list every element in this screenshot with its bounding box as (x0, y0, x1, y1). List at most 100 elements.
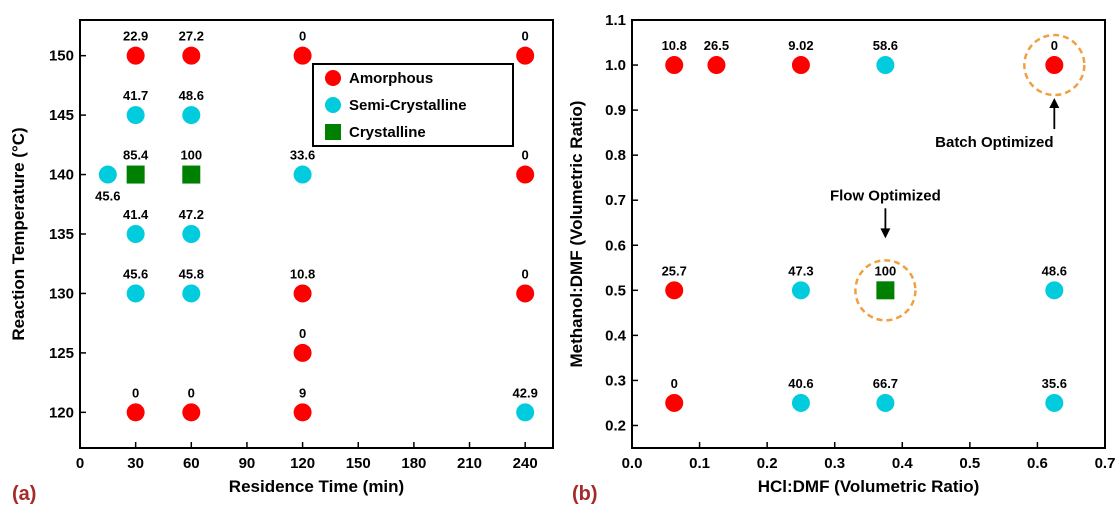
data-label: 41.4 (123, 207, 149, 222)
data-label: 0 (671, 376, 678, 391)
y-tick-label: 145 (49, 107, 74, 124)
data-point-circle (516, 403, 535, 422)
y-axis-label: Methanol:DMF (Volumetric Ratio) (567, 101, 586, 368)
data-point-circle (665, 281, 684, 300)
y-tick-label: 0.4 (605, 327, 627, 344)
y-tick-label: 125 (49, 345, 74, 362)
y-tick-label: 0.2 (605, 417, 626, 434)
data-point-circle (791, 281, 810, 300)
data-point-circle (293, 343, 312, 362)
x-tick-label: 0.6 (1027, 455, 1048, 472)
annotation-label: Batch Optimized (935, 134, 1053, 151)
data-label: 35.6 (1042, 376, 1067, 391)
data-point-circle (1045, 281, 1064, 300)
x-tick-label: 150 (346, 455, 371, 472)
data-point-circle (182, 284, 201, 303)
y-tick-label: 0.5 (605, 282, 626, 299)
data-point-circle (876, 393, 895, 412)
data-label: 66.7 (873, 376, 898, 391)
x-tick-label: 120 (290, 455, 315, 472)
x-tick-label: 210 (457, 455, 482, 472)
data-point-circle (182, 225, 201, 243)
data-label: 42.9 (513, 385, 538, 400)
highlight-circle (854, 259, 917, 322)
data-point-circle (126, 46, 145, 65)
y-tick-label: 1.1 (605, 12, 626, 29)
y-tick-label: 0.6 (605, 237, 626, 254)
y-tick-label: 0.9 (605, 102, 626, 119)
data-label: 0 (522, 266, 529, 281)
data-point-circle (293, 403, 312, 422)
x-tick-label: 0.0 (622, 455, 643, 472)
data-label: 10.8 (290, 266, 315, 281)
x-tick-label: 0.2 (757, 455, 778, 472)
legend-marker-circle (325, 97, 341, 113)
x-tick-label: 0.7 (1095, 455, 1116, 472)
data-point-circle (182, 46, 201, 65)
data-label: 0 (299, 326, 306, 341)
data-point-circle (126, 284, 145, 303)
data-label: 9 (299, 385, 306, 400)
data-label: 100 (180, 148, 202, 163)
data-point-circle (665, 56, 684, 75)
data-point-circle (98, 165, 117, 184)
x-tick-label: 90 (239, 455, 256, 472)
data-point-square (182, 165, 201, 184)
data-label: 47.3 (788, 263, 813, 278)
y-tick-label: 150 (49, 48, 74, 65)
x-tick-label: 180 (401, 455, 426, 472)
legend-label: Crystalline (349, 124, 426, 141)
panel-label: (b) (572, 483, 598, 505)
data-point-circle (876, 56, 895, 75)
x-tick-label: 0.3 (824, 455, 845, 472)
y-tick-label: 0.8 (605, 147, 626, 164)
annotation-arrow-head (880, 228, 891, 239)
highlight-circle (1023, 33, 1086, 97)
data-point-circle (126, 106, 145, 125)
data-point-circle (126, 225, 145, 243)
data-label: 33.6 (290, 148, 315, 163)
data-label: 58.6 (873, 38, 898, 53)
data-label: 0 (132, 385, 139, 400)
data-point-square (126, 165, 145, 184)
legend-marker-square (325, 124, 341, 140)
legend-label: Amorphous (349, 70, 433, 87)
data-point-circle (516, 46, 535, 65)
data-label: 100 (875, 263, 897, 278)
x-tick-label: 0.4 (892, 455, 914, 472)
data-label: 47.2 (179, 207, 204, 222)
data-point-circle (293, 46, 312, 65)
annotation-arrow-head (1049, 98, 1060, 109)
y-tick-label: 120 (49, 404, 74, 421)
data-label: 48.6 (1042, 263, 1067, 278)
data-label: 45.8 (179, 266, 204, 281)
panel-a-chart: 0 30 60 90 120 150 180 210 240120125130135140145… (9, 19, 554, 505)
data-label: 0 (1051, 38, 1058, 53)
data-point-circle (293, 284, 312, 303)
data-label: 9.02 (788, 38, 813, 53)
data-label: 10.8 (662, 38, 687, 53)
data-label: 45.6 (95, 189, 120, 204)
data-point-circle (516, 284, 535, 303)
data-point-circle (1045, 393, 1064, 412)
panel-label: (a) (12, 483, 36, 505)
x-tick-label: 60 (183, 455, 200, 472)
data-label: 48.6 (179, 88, 204, 103)
data-point-circle (126, 403, 145, 422)
data-label: 0 (188, 385, 195, 400)
data-point-circle (791, 393, 810, 412)
data-label: 0 (522, 148, 529, 163)
data-point-circle (665, 393, 684, 412)
data-label: 0 (299, 29, 306, 44)
data-label: 22.9 (123, 29, 148, 44)
data-label: 0 (522, 29, 529, 44)
x-axis-label: Residence Time (min) (229, 477, 404, 496)
plot-frame (631, 19, 1106, 449)
y-tick-label: 135 (49, 226, 74, 243)
legend-marker-circle (325, 70, 341, 86)
y-tick-label: 0.3 (605, 372, 626, 389)
y-tick-label: 1.0 (605, 57, 626, 74)
data-label: 85.4 (123, 148, 149, 163)
x-axis-label: HCl:DMF (Volumetric Ratio) (758, 477, 980, 496)
